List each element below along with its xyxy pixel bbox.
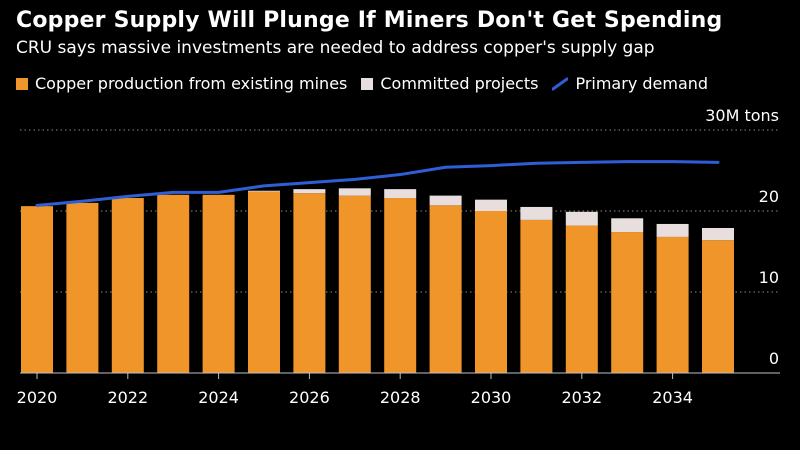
bar-existing bbox=[384, 198, 417, 373]
chart-subtitle: CRU says massive investments are needed … bbox=[16, 38, 655, 58]
bar-committed bbox=[384, 189, 417, 199]
x-tick-label: 2032 bbox=[561, 388, 602, 407]
bar-existing bbox=[21, 206, 53, 373]
bar-existing bbox=[656, 236, 689, 373]
x-tick-label: 2020 bbox=[17, 388, 58, 407]
legend-item-committed: Committed projects bbox=[361, 74, 538, 93]
legend-label-existing: Copper production from existing mines bbox=[35, 74, 348, 93]
line-primary-demand bbox=[35, 160, 720, 207]
bar-committed bbox=[248, 190, 280, 192]
bar-existing bbox=[611, 232, 644, 373]
bar-existing bbox=[157, 194, 190, 373]
x-tick-label: 2024 bbox=[198, 388, 239, 407]
y-tick-label: 30M tons bbox=[705, 106, 779, 125]
bar-existing bbox=[475, 211, 507, 373]
bar-existing bbox=[338, 195, 371, 373]
chart-title: Copper Supply Will Plunge If Miners Don'… bbox=[16, 8, 723, 33]
bar-committed bbox=[702, 228, 734, 241]
legend-swatch-committed bbox=[361, 77, 374, 90]
bar-existing bbox=[520, 219, 553, 373]
y-tick-label: 20 bbox=[759, 187, 779, 206]
legend-swatch-existing bbox=[16, 77, 28, 90]
bar-existing bbox=[248, 191, 280, 373]
bar-existing bbox=[111, 198, 144, 373]
x-tick-label: 2026 bbox=[289, 388, 330, 407]
y-tick-label: 10 bbox=[759, 268, 779, 287]
x-tick-label: 2028 bbox=[380, 388, 421, 407]
bar-committed bbox=[520, 206, 553, 220]
bar-existing bbox=[702, 240, 734, 373]
bar-committed bbox=[475, 199, 507, 211]
x-tick-label: 2022 bbox=[107, 388, 148, 407]
bar-existing bbox=[293, 193, 326, 373]
legend-item-existing: Copper production from existing mines bbox=[16, 74, 347, 93]
x-tick-label: 2030 bbox=[471, 388, 512, 407]
bar-committed bbox=[293, 189, 326, 194]
legend-label-committed: Committed projects bbox=[380, 74, 539, 93]
x-tick-label: 2034 bbox=[652, 388, 693, 407]
bar-existing bbox=[202, 194, 235, 373]
bar-existing bbox=[565, 225, 598, 373]
chart-legend: Copper production from existing mines Co… bbox=[16, 74, 722, 93]
bar-committed bbox=[429, 195, 462, 206]
bar-existing bbox=[429, 205, 462, 373]
bar-existing bbox=[66, 202, 99, 373]
legend-label-demand: Primary demand bbox=[575, 74, 709, 93]
legend-swatch-demand bbox=[552, 77, 569, 90]
bar-committed bbox=[656, 223, 689, 237]
y-tick-label: 0 bbox=[769, 349, 779, 368]
bar-committed bbox=[611, 218, 644, 233]
bar-committed bbox=[338, 188, 371, 196]
bar-committed bbox=[565, 211, 598, 226]
legend-item-demand: Primary demand bbox=[552, 74, 708, 93]
